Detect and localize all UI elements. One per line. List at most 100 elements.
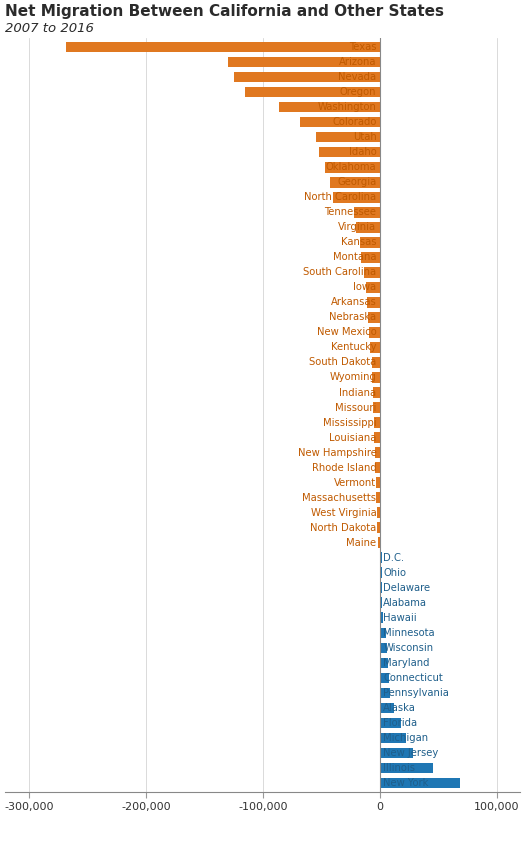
Text: Colorado: Colorado [332, 117, 376, 127]
Text: Maine: Maine [346, 538, 376, 548]
Bar [325, 162, 380, 173]
Text: Montana: Montana [333, 252, 376, 263]
Bar [377, 523, 380, 533]
Bar [367, 297, 380, 307]
Text: Michigan: Michigan [383, 733, 429, 743]
Bar [380, 628, 386, 638]
Bar [234, 72, 380, 82]
Bar [380, 597, 382, 608]
Text: Vermont: Vermont [335, 478, 376, 488]
Bar [380, 748, 413, 758]
Text: Connecticut: Connecticut [383, 673, 443, 683]
Text: Kentucky: Kentucky [331, 342, 376, 352]
Bar [380, 657, 388, 668]
Bar [374, 432, 380, 443]
Bar [315, 132, 380, 142]
Bar [380, 567, 382, 578]
Bar [380, 688, 390, 698]
Bar [372, 372, 380, 383]
Text: New York: New York [383, 778, 429, 788]
Bar [373, 387, 380, 398]
Text: Utah: Utah [353, 132, 376, 142]
Text: New Mexico: New Mexico [316, 328, 376, 337]
Bar [380, 733, 406, 743]
Text: Idaho: Idaho [349, 147, 376, 158]
Text: Indiana: Indiana [339, 388, 376, 397]
Bar [380, 643, 387, 653]
Bar [360, 237, 380, 247]
Bar [364, 267, 380, 278]
Bar [369, 327, 380, 338]
Text: Tennessee: Tennessee [324, 208, 376, 218]
Bar [228, 57, 380, 68]
Text: Massachusetts: Massachusetts [302, 493, 376, 502]
Text: Illinois: Illinois [383, 763, 415, 773]
Bar [279, 102, 380, 113]
Text: Louisiana: Louisiana [329, 433, 376, 442]
Text: Alabama: Alabama [383, 598, 427, 608]
Text: 2007 to 2016: 2007 to 2016 [5, 22, 94, 35]
Text: North Carolina: North Carolina [304, 192, 376, 202]
Text: Nebraska: Nebraska [329, 313, 376, 323]
Text: West Virginia: West Virginia [311, 507, 376, 518]
Bar [380, 673, 389, 683]
Text: Minnesota: Minnesota [383, 628, 435, 638]
Text: Georgia: Georgia [337, 177, 376, 187]
Bar [380, 612, 383, 623]
Text: South Carolina: South Carolina [303, 268, 376, 277]
Bar [374, 418, 380, 428]
Bar [380, 703, 394, 713]
Text: Rhode Island: Rhode Island [312, 462, 376, 473]
Text: Nevada: Nevada [338, 72, 376, 82]
Text: Florida: Florida [383, 718, 417, 728]
Text: Texas: Texas [349, 42, 376, 53]
Text: Wyoming: Wyoming [330, 373, 376, 383]
Bar [380, 552, 382, 563]
Text: Alaska: Alaska [383, 703, 416, 713]
Bar [376, 507, 380, 518]
Bar [301, 117, 380, 127]
Bar [380, 717, 401, 728]
Text: New Jersey: New Jersey [383, 748, 439, 758]
Text: South Dakota: South Dakota [309, 357, 376, 368]
Text: Arkansas: Arkansas [331, 297, 376, 307]
Bar [319, 147, 380, 158]
Text: Oregon: Oregon [340, 87, 376, 97]
Text: D.C.: D.C. [383, 553, 405, 562]
Bar [366, 282, 380, 293]
Text: Net Migration Between California and Other States: Net Migration Between California and Oth… [5, 4, 444, 19]
Bar [376, 492, 380, 503]
Text: Oklahoma: Oklahoma [326, 163, 376, 172]
Bar [356, 222, 380, 233]
Text: Missouri: Missouri [335, 402, 376, 412]
Text: Washington: Washington [318, 102, 376, 112]
Bar [370, 342, 380, 352]
Text: North Dakota: North Dakota [310, 523, 376, 533]
Bar [66, 42, 380, 53]
Bar [375, 462, 380, 473]
Bar [354, 207, 380, 218]
Bar [375, 447, 380, 458]
Bar [245, 87, 380, 97]
Text: New Hampshire: New Hampshire [297, 447, 376, 457]
Text: Arizona: Arizona [339, 57, 376, 67]
Text: Delaware: Delaware [383, 583, 431, 593]
Text: Kansas: Kansas [341, 237, 376, 247]
Text: Virginia: Virginia [338, 222, 376, 232]
Bar [368, 313, 380, 323]
Bar [380, 762, 433, 773]
Bar [373, 402, 380, 412]
Text: Iowa: Iowa [353, 282, 376, 292]
Text: Pennsylvania: Pennsylvania [383, 688, 449, 698]
Bar [380, 583, 382, 593]
Text: Maryland: Maryland [383, 658, 430, 667]
Bar [361, 252, 380, 263]
Bar [330, 177, 380, 187]
Text: Hawaii: Hawaii [383, 612, 417, 623]
Text: Ohio: Ohio [383, 567, 406, 578]
Bar [378, 537, 380, 548]
Bar [380, 778, 459, 789]
Bar [333, 192, 380, 202]
Bar [372, 357, 380, 368]
Text: Wisconsin: Wisconsin [383, 643, 433, 653]
